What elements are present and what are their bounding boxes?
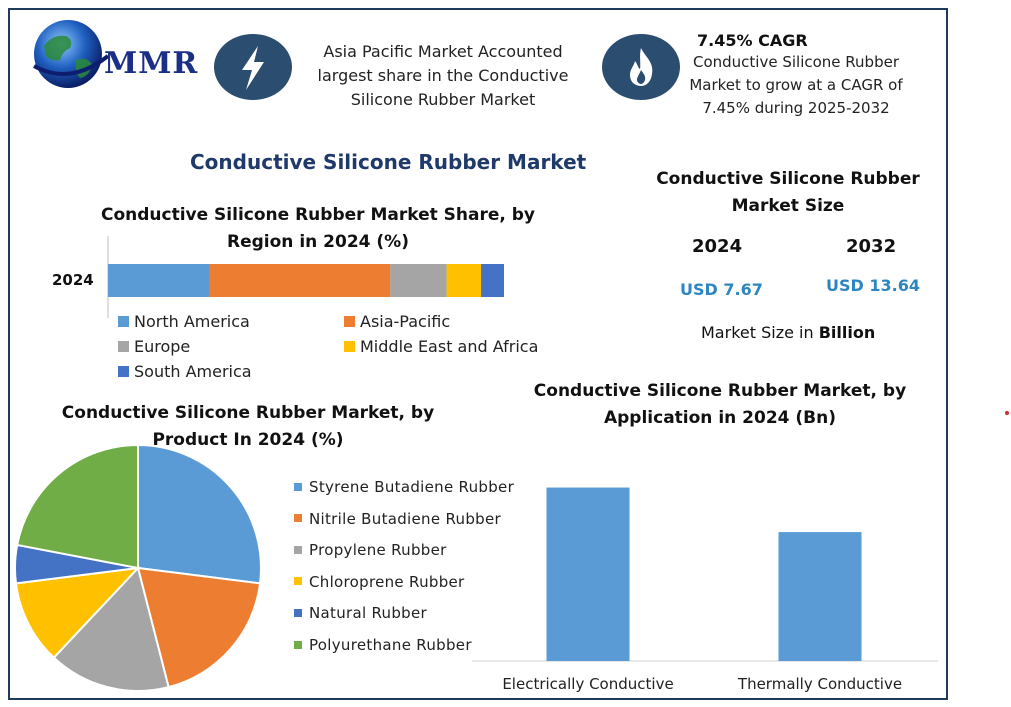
legend-swatch [118,366,129,377]
legend-swatch [344,341,355,352]
legend-label: Nitrile Butadiene Rubber [309,509,501,528]
region-legend-item-south-america: South America [118,362,252,381]
application-chart-title: Conductive Silicone Rubber Market, by Ap… [500,378,940,432]
legend-label: Propylene Rubber [309,541,447,560]
legend-label: Middle East and Africa [360,337,539,356]
region-chart-title-line-1: Conductive Silicone Rubber Market Share,… [100,205,536,225]
region-bar-segment-north-america [108,264,209,297]
application-chart-title-line-2: Application in 2024 (Bn) [603,408,837,428]
pie-slice-chloroprene-rubber [14,566,141,660]
market-size-note-unit: Billion [818,323,876,342]
market-size-title-line-2: Market Size [731,196,845,216]
market-size-note-prefix: Market Size in [701,323,819,342]
market-size-year-2032: 2032 [846,236,897,257]
header-right-badge [602,34,680,100]
application-chart-title-line-1: Conductive Silicone Rubber Market, by [533,381,907,401]
header-left-line-1: Asia Pacific Market Accounted [323,42,563,61]
legend-swatch [294,640,302,649]
market-size-year-2024: 2024 [692,236,743,257]
region-bar-segment-middle-east-and-africa [446,264,482,297]
market-size-note: Market Size in Billion [701,323,875,342]
region-chart-category-label: 2024 [52,271,94,289]
main-title: Conductive Silicone Rubber Market [190,150,587,174]
region-bar-segment-europe [390,264,447,297]
legend-swatch [294,577,302,586]
market-size-value-2024: USD 7.67 [680,280,763,299]
legend-label: Asia-Pacific [360,312,451,331]
pie-legend-item-chloroprene-rubber: Chloroprene Rubber [294,573,465,591]
lightning-bolt-icon [242,46,264,90]
product-chart-title-line-2: Product In 2024 (%) [152,430,344,450]
cagr-text: Conductive Silicone Rubber Market to gro… [680,51,912,120]
legend-label: Natural Rubber [309,604,427,623]
pie-slice-propylene-rubber [52,565,170,692]
region-bar-segment-south-america [481,264,504,297]
logo-text: MMR [104,46,199,81]
flame-icon [630,48,653,86]
product-chart-title-line-1: Conductive Silicone Rubber Market, by [61,403,435,423]
market-size-title-line-1: Conductive Silicone Rubber [656,169,920,189]
pie-slice-nitrile-butadiene-rubber [136,566,262,689]
cagr-title: 7.45% CAGR [697,31,808,50]
cagr-line-3: 7.45% during 2025-2032 [702,99,890,117]
legend-swatch [294,482,302,491]
legend-swatch [294,608,302,617]
legend-swatch [118,341,129,352]
product-chart-title: Conductive Silicone Rubber Market, by Pr… [50,400,446,454]
legend-swatch [294,514,302,523]
application-bar-thermally-conductive [778,532,862,661]
legend-label: North America [134,312,250,331]
legend-label: Styrene Butadiene Rubber [309,478,515,496]
legend-swatch [344,316,355,327]
header-left-badge [214,34,292,100]
globe-logo-icon [33,20,110,88]
legend-swatch [118,316,129,327]
stray-dot [1005,411,1009,415]
market-size-value-2032: USD 13.64 [826,276,920,295]
cagr-line-1: Conductive Silicone Rubber [692,53,899,71]
pie-legend-item-nitrile-butadiene-rubber: Nitrile Butadiene Rubber [294,510,501,528]
pie-legend-item-polyurethane-rubber: Polyurethane Rubber [294,636,472,654]
region-bar-segment-asia-pacific [208,264,391,297]
application-bar-chart [472,487,938,662]
header-left-line-2: largest share in the Conductive [317,66,569,85]
region-chart-title-line-2: Region in 2024 (%) [227,232,409,252]
application-tick-label-electrically-conductive: Electrically Conductive [502,675,674,693]
header-left-text: Asia Pacific Market Accounted largest sh… [304,40,582,112]
region-legend-item-asia-pacific: Asia-Pacific [344,312,450,331]
market-size-title: Conductive Silicone Rubber Market Size [640,166,936,220]
cagr-line-2: Market to grow at a CAGR of [689,76,903,94]
legend-label: Polyurethane Rubber [309,636,472,654]
pie-legend-item-styrene-butadiene-rubber: Styrene Butadiene Rubber [294,478,514,496]
product-pie-chart [14,443,262,692]
legend-label: Chloroprene Rubber [309,572,465,591]
region-legend-item-europe: Europe [118,337,190,356]
pie-slice-styrene-butadiene-rubber [137,443,262,585]
region-chart-title: Conductive Silicone Rubber Market Share,… [90,202,546,256]
pie-slice-polyurethane-rubber [16,443,139,570]
legend-swatch [294,545,302,554]
pie-legend-item-propylene-rubber: Propylene Rubber [294,541,447,559]
infographic-frame [8,8,948,700]
legend-label: South America [134,362,252,381]
pie-legend-item-natural-rubber: Natural Rubber [294,604,427,622]
application-bar-electrically-conductive [546,487,630,661]
region-legend-item-middle-east-and-africa: Middle East and Africa [344,337,538,356]
region-stacked-bar-chart [107,236,504,318]
application-tick-label-thermally-conductive: Thermally Conductive [737,675,903,693]
legend-label: Europe [134,337,191,356]
region-legend-item-north-america: North America [118,312,250,331]
header-left-line-3: Silicone Rubber Market [350,90,536,109]
